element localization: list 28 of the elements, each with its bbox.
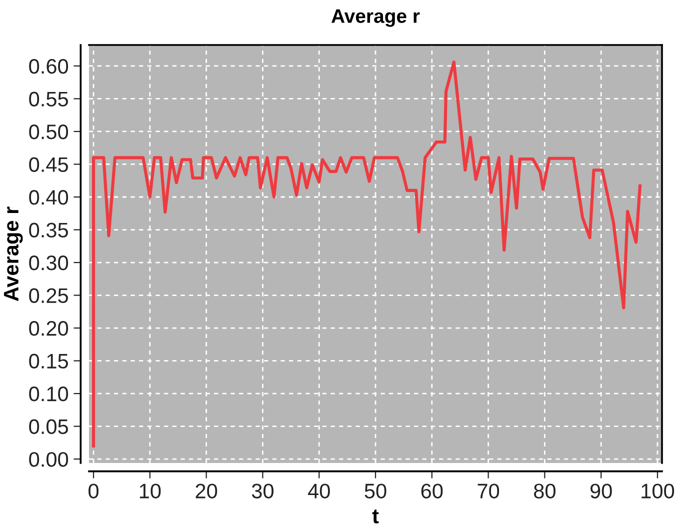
x-tick-label: 100 (642, 484, 674, 498)
y-tick-label: 0.55 (29, 92, 68, 106)
x-tick-label: 10 (140, 484, 161, 498)
x-tick-label: 60 (421, 484, 443, 498)
y-tick-label: 0.25 (29, 288, 68, 304)
y-tick-label: 0.20 (29, 321, 68, 336)
x-tick-label: 70 (478, 484, 500, 498)
x-tick-label: 30 (252, 484, 274, 498)
y-tick-label: 0.40 (29, 190, 68, 205)
x-tick-label: 0 (88, 484, 98, 498)
x-tick-label: 90 (590, 484, 612, 498)
x-axis-title: t (372, 510, 379, 524)
x-tick-label: 50 (364, 484, 386, 498)
x-tick-label: 40 (308, 484, 330, 498)
y-tick-label: 0.45 (29, 157, 68, 172)
y-tick-label: 0.15 (29, 354, 68, 369)
x-tick-label: 20 (196, 484, 218, 498)
x-tick-label: 80 (534, 484, 556, 498)
y-tick-label: 0.35 (29, 222, 68, 238)
y-tick-label: 0.05 (29, 419, 68, 434)
y-tick-label: 0.10 (29, 386, 68, 402)
y-tick-label: 0.00 (29, 452, 68, 467)
y-tick-label: 0.60 (29, 58, 68, 74)
y-tick-label: 0.30 (29, 256, 68, 270)
line-series (92, 60, 642, 448)
y-tick-label: 0.50 (29, 124, 68, 140)
y-axis-title: Average r (4, 206, 23, 302)
chart-title: Average r (331, 9, 420, 27)
